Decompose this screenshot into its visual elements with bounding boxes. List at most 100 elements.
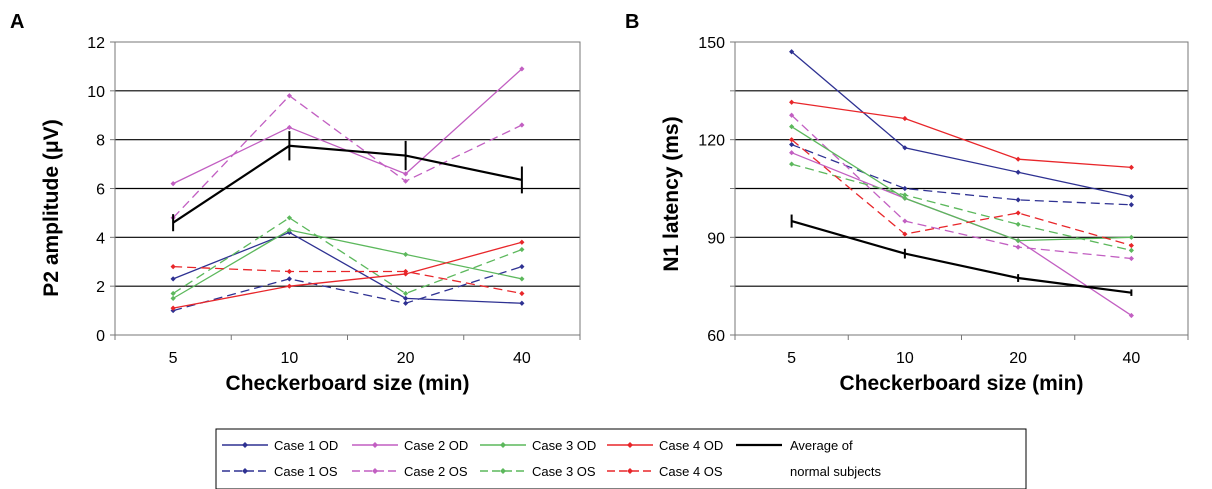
series-line — [791, 163, 1132, 251]
data-point — [286, 124, 292, 131]
series-case-4-od — [170, 239, 525, 311]
data-point — [403, 268, 409, 275]
legend-item: Case 3 OD — [480, 438, 596, 453]
legend-box — [215, 428, 1027, 489]
panel-letter: B — [625, 11, 639, 33]
legend-label: Case 4 OS — [659, 464, 723, 479]
x-axis-title: Checkerboard size (min) — [226, 372, 470, 395]
data-point — [519, 300, 525, 306]
series-line — [791, 101, 1132, 168]
legend-item: Case 1 OD — [222, 438, 338, 453]
y-tick-label: 2 — [96, 279, 105, 296]
legend-label: Case 1 OD — [274, 438, 338, 453]
series-case-1-os — [170, 264, 525, 314]
series-line — [791, 219, 1132, 294]
data-point — [1015, 221, 1021, 227]
series-average-of-normal-subjects — [172, 131, 523, 232]
data-point — [1128, 194, 1134, 200]
legend-marker — [627, 468, 633, 474]
data-point — [1015, 210, 1021, 216]
data-point — [403, 300, 409, 306]
data-point — [1128, 234, 1134, 240]
data-point — [170, 295, 176, 301]
series-line — [172, 217, 523, 295]
legend-label: Average of — [790, 438, 853, 453]
series-line — [172, 266, 523, 312]
data-point — [170, 305, 176, 311]
series-line — [172, 68, 523, 185]
legend-marker — [372, 468, 378, 474]
legend-item: Case 2 OS — [352, 464, 468, 479]
data-point — [519, 66, 525, 72]
series-case-3-os — [789, 161, 1134, 253]
data-point — [789, 137, 795, 143]
chart-panel-b: B 60 90 120 150 5 10 20 40 Checkerboard size (min… — [625, 11, 1189, 395]
series-case-2-os — [789, 112, 1134, 262]
data-point — [170, 290, 176, 297]
data-point — [519, 290, 525, 297]
series-average-of-normal-subjects — [790, 214, 1133, 296]
legend-label: Case 2 OD — [404, 438, 468, 453]
data-point — [1015, 244, 1021, 250]
data-point — [902, 145, 908, 151]
legend-marker — [500, 468, 506, 474]
data-point — [789, 141, 795, 148]
y-tick-label: 90 — [707, 230, 725, 247]
y-axis-title: P2 amplitude (μV) — [40, 119, 63, 296]
series-line — [173, 265, 522, 295]
y-tick-label: 60 — [707, 328, 725, 345]
x-tick-label: 20 — [397, 350, 415, 367]
y-tick-label: 4 — [96, 230, 105, 247]
x-tick-label: 5 — [169, 350, 178, 367]
legend-item: Case 4 OS — [607, 464, 723, 479]
data-point — [286, 215, 292, 221]
legend-marker — [372, 442, 378, 448]
legend-label: Case 3 OD — [532, 438, 596, 453]
data-point — [902, 192, 908, 198]
legend-label: Case 4 OD — [659, 438, 723, 453]
data-point — [1015, 169, 1021, 175]
series-case-4-od — [789, 99, 1134, 170]
data-point — [902, 218, 908, 224]
legend: Case 1 OD Case 2 OD Case 3 OD Case 4 OD Case… — [215, 428, 1027, 489]
series-case-2-os — [170, 93, 525, 221]
legend-label: Case 3 OS — [532, 464, 596, 479]
y-tick-label: 6 — [96, 182, 105, 199]
series-case-1-os — [789, 141, 1134, 208]
series-line — [791, 126, 1132, 242]
data-point — [286, 227, 292, 233]
panel-letter: A — [10, 11, 24, 33]
series-case-3-os — [170, 215, 525, 297]
data-point — [1128, 312, 1134, 319]
data-point — [403, 178, 409, 184]
data-point — [789, 49, 795, 55]
series-line — [173, 241, 523, 309]
data-point — [519, 122, 525, 128]
data-point — [1128, 202, 1134, 208]
series-line — [172, 229, 523, 299]
data-point — [519, 239, 525, 245]
data-point — [286, 268, 292, 275]
legend-item-average: Average of normal subjects — [736, 438, 882, 479]
series-line — [791, 114, 1132, 260]
data-point — [1128, 242, 1134, 249]
data-point — [902, 115, 908, 122]
data-point — [286, 276, 292, 282]
data-point — [170, 181, 176, 187]
y-tick-label: 0 — [96, 328, 105, 345]
data-point — [1015, 156, 1021, 162]
x-tick-label: 10 — [280, 350, 298, 367]
series-line — [172, 94, 523, 219]
legend-item: Case 3 OS — [480, 464, 596, 479]
series-line — [172, 231, 522, 304]
data-point — [1128, 164, 1134, 170]
data-point — [403, 251, 409, 258]
data-point — [170, 264, 176, 270]
x-axis-title: Checkerboard size (min) — [840, 372, 1084, 395]
data-point — [1015, 237, 1021, 244]
data-point — [1128, 255, 1134, 262]
data-point — [902, 185, 908, 192]
data-point — [519, 264, 525, 270]
data-point — [403, 295, 409, 301]
